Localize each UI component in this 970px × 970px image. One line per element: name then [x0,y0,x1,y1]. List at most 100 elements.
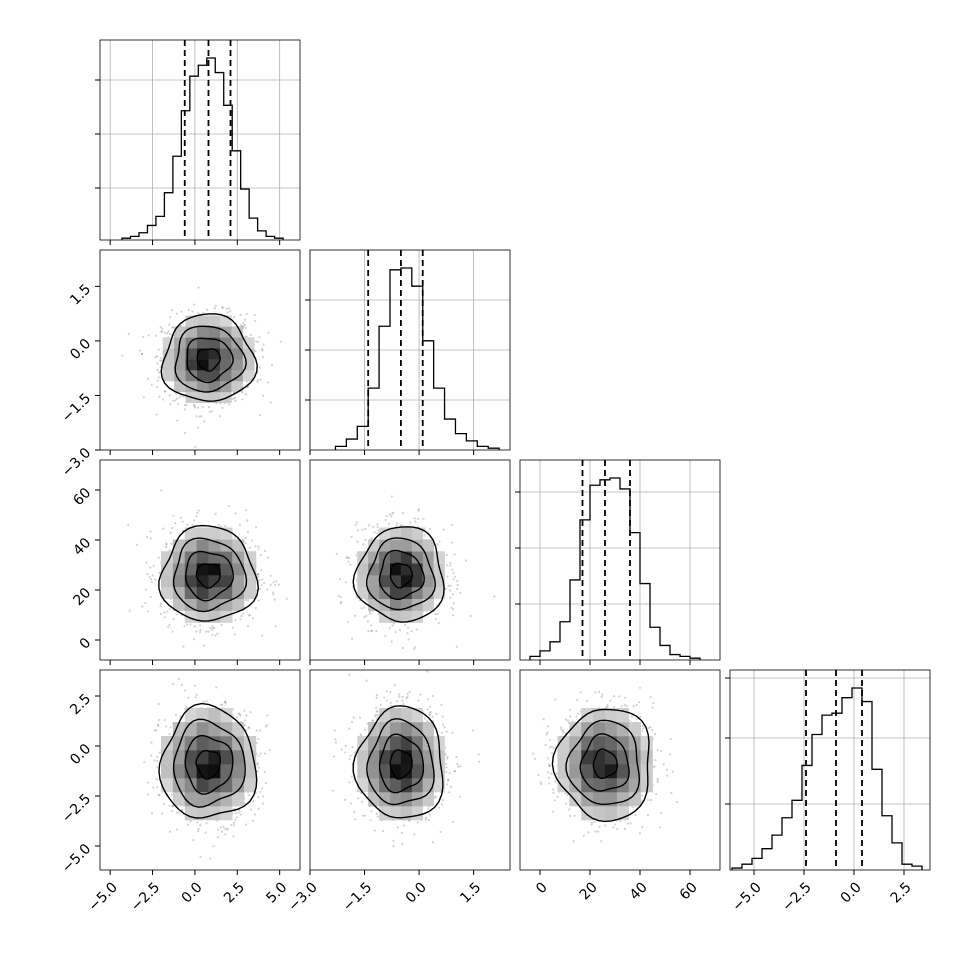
sample-point [261,795,265,798]
sample-point [201,405,205,408]
sample-point [162,802,166,805]
sample-point [658,826,662,829]
sample-point [216,836,219,839]
density-cell [219,370,232,382]
sample-point [440,803,443,806]
density-cell [185,326,198,338]
density-cell [220,778,233,793]
sample-point [254,526,258,529]
x-tick-label-p1: −1.5 [340,879,375,914]
sample-point [261,802,264,805]
density-cell [379,610,391,623]
sample-point [632,704,635,708]
density-cell [162,337,175,349]
sample-point [261,578,264,581]
sample-point [199,628,202,631]
sample-point [193,404,196,407]
sample-point [232,397,235,400]
sample-point [598,825,601,828]
sample-point [431,841,435,844]
sample-point [456,763,459,766]
sample-point [647,727,650,730]
sample-point [244,536,247,540]
sample-point [183,408,186,411]
sample-point [392,622,395,625]
sample-point [192,638,196,641]
density-cell [244,586,257,600]
sample-point [205,822,208,825]
sample-point [376,525,379,529]
sample-point [207,630,210,633]
density-cell [196,722,209,737]
sample-point [261,349,264,352]
sample-point [410,629,413,633]
sample-point [431,694,434,698]
sample-point [153,759,156,762]
density-cell [605,750,618,765]
sample-point [655,792,658,796]
sample-point [236,816,239,819]
contour-1 [195,749,221,780]
density-cell [196,598,209,611]
density-cell [242,359,255,371]
sample-point [445,783,449,786]
sample-point [641,724,644,728]
density-cell [379,764,391,779]
sample-point [349,802,352,805]
density-cell [422,598,434,611]
sample-point [353,614,357,617]
sample-point [277,583,280,586]
density-cell [232,563,245,576]
sample-point [224,702,227,705]
joint-panel-p1-p2 [309,459,511,661]
sample-point [333,729,336,732]
density-cell [640,778,653,793]
sample-point [239,618,242,621]
density-cell [411,778,424,793]
sample-point [434,613,437,616]
sample-point [355,521,359,524]
density-cell [197,315,209,327]
sample-point [548,763,551,766]
sample-point [635,703,638,707]
density-cell [197,348,209,360]
sample-point [246,385,250,388]
density-cell [433,778,445,793]
density-cell [411,708,424,723]
sample-point [375,706,378,709]
sample-point [446,755,449,758]
sample-point [452,602,455,605]
sample-point [374,713,378,717]
joint-panel-p0-p2 [99,459,301,661]
sample-point [138,349,141,352]
sample-point [334,741,338,744]
sample-point [369,610,372,613]
sample-point [146,377,149,380]
sample-point [192,303,196,306]
sample-point [271,591,275,594]
density-cell [197,391,209,404]
sample-point [361,814,364,817]
sample-point [612,695,616,698]
sample-point [395,522,399,525]
sample-point [193,519,196,522]
sample-point [375,630,378,633]
sample-point [220,703,223,706]
density-cell [220,736,233,751]
sample-point [244,823,248,826]
density-cell [379,575,391,588]
sample-point [197,827,200,830]
sample-point [238,523,242,527]
density-cell [569,722,582,737]
sample-point [433,796,436,799]
density-cell [390,722,402,737]
sample-point [417,509,420,512]
sample-point [459,765,462,768]
sample-point [255,340,258,343]
sample-point [350,535,353,539]
sample-point [157,702,160,706]
density-cell [197,380,209,393]
sample-point [261,355,265,359]
x-tick-label-p1: −3.0 [285,879,320,914]
sample-point [185,623,189,626]
